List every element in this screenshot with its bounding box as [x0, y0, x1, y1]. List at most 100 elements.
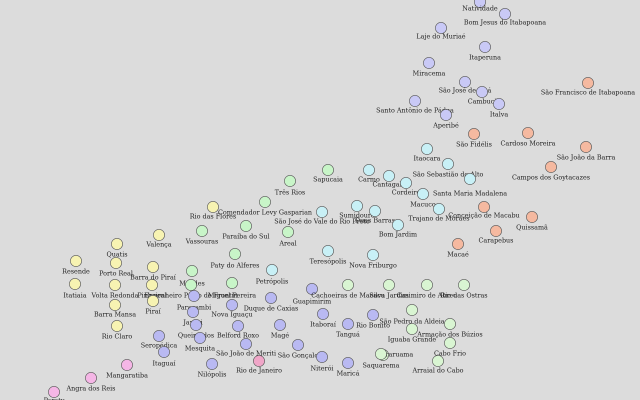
node-areal[interactable]: Areal — [278, 226, 297, 248]
node-circle[interactable] — [226, 277, 238, 289]
node-campos-dos-goytacazes[interactable]: Campos dos Goytacazes — [512, 161, 590, 182]
node-miracema[interactable]: Miracema — [413, 57, 446, 78]
node-conceicao-de-macabu[interactable]: Conceição de Macabu — [448, 201, 520, 220]
node-quatis[interactable]: Quatis — [106, 238, 128, 259]
node-circle[interactable] — [458, 279, 470, 291]
node-circle[interactable] — [421, 279, 433, 291]
node-sapucaia[interactable]: Sapucaia — [313, 164, 343, 184]
node-circle[interactable] — [400, 177, 412, 189]
node-armacao-dos-buzios[interactable]: Armação dos Búzios — [416, 318, 483, 339]
node-itaperuna[interactable]: Itaperuna — [469, 41, 501, 62]
node-cabo-frio[interactable]: Cabo Frio — [434, 337, 466, 358]
node-circle[interactable] — [342, 357, 354, 369]
node-mage[interactable]: Magé — [271, 319, 289, 340]
node-circle[interactable] — [240, 220, 252, 232]
node-circle[interactable] — [85, 372, 97, 384]
node-rio-das-ostras[interactable]: Rio das Ostras — [440, 279, 488, 300]
node-petropolis[interactable]: Petrópolis — [256, 264, 289, 286]
node-paty-do-alferes[interactable]: Paty do Alferes — [211, 248, 260, 270]
node-casimiro-de-abreu[interactable]: Casimiro de Abreu — [397, 279, 458, 300]
node-circle[interactable] — [274, 319, 286, 331]
node-bom-jesus-do-itabapoana[interactable]: Bom Jesus do Itabapoana — [464, 8, 546, 27]
node-circle[interactable] — [478, 201, 490, 213]
node-bom-jardim[interactable]: Bom Jardim — [379, 219, 417, 239]
node-santo-antonio-de-padua[interactable]: Santo Antônio de Pádua — [376, 95, 454, 115]
node-natividade[interactable]: Natividade — [462, 0, 498, 13]
node-circle[interactable] — [442, 158, 454, 170]
node-pirai[interactable]: Piraí — [145, 295, 162, 316]
node-angra-dos-reis[interactable]: Angra dos Reis — [66, 372, 116, 393]
node-circle[interactable] — [369, 205, 381, 217]
node-circle[interactable] — [392, 219, 404, 231]
node-rio-de-janeiro[interactable]: Rio de Janeiro — [236, 355, 282, 375]
node-circle[interactable] — [476, 86, 488, 98]
node-sao-pedro-da-aldeia[interactable]: São Pedro da Aldeia — [379, 304, 445, 326]
node-barra-do-pirai[interactable]: Barra do Piraí — [130, 261, 177, 282]
node-sao-fidelis[interactable]: São Fidélis — [456, 128, 492, 149]
node-circle[interactable] — [406, 304, 418, 316]
node-circle[interactable] — [423, 57, 435, 69]
node-sao-francisco-de-itabapoana[interactable]: São Francisco de Itabapoana — [541, 77, 635, 97]
node-circle[interactable] — [207, 201, 219, 213]
node-circle[interactable] — [433, 203, 445, 215]
node-laje-do-muriae[interactable]: Laje do Muriaé — [416, 22, 466, 41]
node-circle[interactable] — [383, 170, 395, 182]
node-miguel-pereira[interactable]: Miguel Pereira — [208, 277, 256, 300]
node-resende[interactable]: Resende — [62, 255, 90, 276]
node-tangua[interactable]: Tanguá — [336, 318, 360, 339]
node-circle[interactable] — [421, 143, 433, 155]
node-nova-friburgo[interactable]: Nova Friburgo — [349, 249, 397, 270]
node-circle[interactable] — [479, 41, 491, 53]
node-sao-joao-de-meriti[interactable]: São João de Meriti — [216, 338, 276, 358]
node-carmo[interactable]: Carmo — [358, 164, 380, 184]
node-carapebus[interactable]: Carapebus — [479, 225, 514, 245]
node-circle[interactable] — [440, 109, 452, 121]
node-circle[interactable] — [493, 98, 505, 110]
node-circle[interactable] — [367, 309, 379, 321]
node-circle[interactable] — [121, 359, 133, 371]
node-circle[interactable] — [153, 229, 165, 241]
node-nilopolis[interactable]: Nilópolis — [198, 358, 227, 379]
node-circle[interactable] — [253, 355, 265, 367]
node-circle[interactable] — [111, 238, 123, 250]
node-circle[interactable] — [153, 330, 165, 342]
node-circle[interactable] — [375, 348, 387, 360]
node-sao-goncalo[interactable]: São Gonçalo — [278, 339, 319, 360]
node-rio-bonito[interactable]: Rio Bonito — [356, 309, 390, 330]
node-marica[interactable]: Maricá — [337, 357, 360, 378]
node-circle[interactable] — [188, 290, 200, 302]
node-duque-de-caxias[interactable]: Duque de Caxias — [244, 292, 299, 313]
node-circle[interactable] — [48, 386, 60, 398]
node-circle[interactable] — [265, 292, 277, 304]
node-circle[interactable] — [499, 8, 511, 20]
node-circle[interactable] — [322, 164, 334, 176]
node-circle[interactable] — [406, 323, 418, 335]
node-rio-das-flores[interactable]: Rio das Flores — [190, 201, 236, 221]
node-aperibe[interactable]: Aperibé — [432, 109, 459, 130]
node-itatiaia[interactable]: Itatiaia — [63, 278, 87, 300]
node-circle[interactable] — [109, 279, 121, 291]
node-guapimirim[interactable]: Guapimirim — [293, 283, 331, 306]
node-cordeiro[interactable]: Cordeiro — [392, 177, 421, 197]
node-saquarema[interactable]: Saquarema — [363, 348, 400, 370]
node-circle[interactable] — [194, 332, 206, 344]
node-circle[interactable] — [316, 351, 328, 363]
node-circle[interactable] — [316, 206, 328, 218]
node-circle[interactable] — [226, 299, 238, 311]
node-circle[interactable] — [69, 278, 81, 290]
node-sumidouro[interactable]: Sumidouro — [339, 200, 375, 220]
node-iguaba-grande[interactable]: Iguaba Grande — [388, 323, 437, 344]
node-circle[interactable] — [282, 226, 294, 238]
node-cardoso-moreira[interactable]: Cardoso Moreira — [501, 127, 556, 148]
node-circle[interactable] — [187, 306, 199, 318]
node-circle[interactable] — [464, 173, 476, 185]
node-vassouras[interactable]: Vassouras — [185, 225, 219, 246]
node-tres-rios[interactable]: Três Rios — [275, 175, 305, 197]
node-circle[interactable] — [232, 320, 244, 332]
node-circle[interactable] — [185, 279, 197, 291]
node-macuco[interactable]: Macuco — [410, 188, 436, 209]
node-circle[interactable] — [432, 355, 444, 367]
node-mesquita[interactable]: Mesquita — [185, 332, 215, 353]
node-cantagalo[interactable]: Cantagalo — [373, 170, 406, 189]
node-sao-jose-de-uba[interactable]: São José de Ubá — [439, 76, 492, 95]
